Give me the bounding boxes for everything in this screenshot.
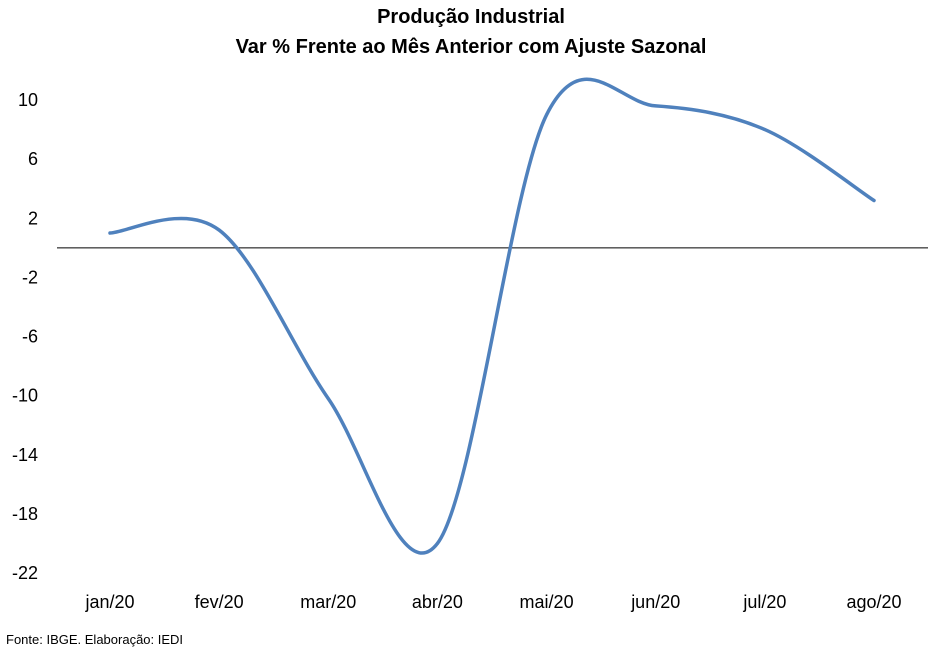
series-line xyxy=(108,77,876,555)
data-point xyxy=(872,199,876,203)
x-tick-label: fev/20 xyxy=(195,592,244,612)
y-tick-label: -14 xyxy=(12,445,38,465)
x-tick-label: jun/20 xyxy=(630,592,680,612)
source-note: Fonte: IBGE. Elaboração: IEDI xyxy=(6,632,184,647)
x-tick-label: mai/20 xyxy=(520,592,574,612)
x-tick-label: abr/20 xyxy=(412,592,463,612)
y-tick-label: 6 xyxy=(28,149,38,169)
x-tick-label: jan/20 xyxy=(84,592,134,612)
data-points xyxy=(108,104,876,545)
data-point xyxy=(435,541,439,545)
data-point xyxy=(108,231,112,235)
chart-subtitle: Var % Frente ao Mês Anterior com Ajuste … xyxy=(235,36,707,58)
x-tick-label: mar/20 xyxy=(300,592,356,612)
y-tick-label: -22 xyxy=(12,563,38,583)
y-tick-label: -10 xyxy=(12,386,38,406)
y-axis: 10 6 2 -2 -6 -10 -14 -18 -22 xyxy=(12,90,38,583)
data-point xyxy=(217,228,221,232)
y-tick-label: -18 xyxy=(12,504,38,524)
x-axis: jan/20 fev/20 mar/20 abr/20 mai/20 jun/20 jul/… xyxy=(84,592,901,612)
chart-title: Produção Industrial xyxy=(377,6,565,28)
x-tick-label: ago/20 xyxy=(846,592,901,612)
data-point xyxy=(545,113,549,117)
y-tick-label: -6 xyxy=(22,327,38,347)
y-tick-label: -2 xyxy=(22,267,38,287)
y-tick-label: 2 xyxy=(28,208,38,228)
data-point xyxy=(654,104,658,108)
data-point xyxy=(763,128,767,132)
y-tick-label: 10 xyxy=(18,90,38,110)
x-tick-label: jul/20 xyxy=(742,592,786,612)
data-point xyxy=(326,397,330,401)
